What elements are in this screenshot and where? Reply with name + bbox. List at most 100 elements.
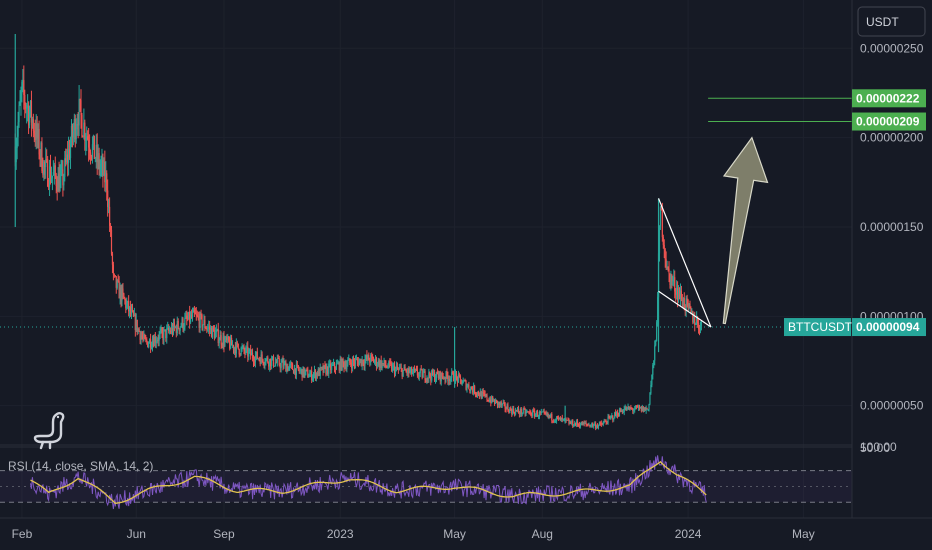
candle-body [188, 311, 190, 320]
candle-body [461, 383, 463, 385]
candle-body [532, 410, 534, 416]
candle-body [632, 408, 634, 411]
candle-body [443, 378, 445, 379]
candle-body [323, 365, 325, 373]
candle-body [495, 399, 498, 401]
candle-body [630, 407, 632, 409]
candle-body [363, 363, 365, 366]
candle-body [425, 380, 427, 381]
candle-body [161, 329, 163, 333]
candle-body [320, 367, 322, 369]
candle-body [225, 336, 227, 341]
candle-body [113, 274, 115, 276]
time-tick-label: Aug [532, 527, 553, 541]
candle-body [503, 402, 505, 404]
candle-body [617, 415, 620, 417]
candle-body [280, 362, 282, 369]
candle-body [80, 100, 82, 116]
candle-body [639, 406, 642, 408]
candle-body [669, 273, 671, 286]
currency-button[interactable]: USDT [857, 6, 926, 37]
candle-body [371, 355, 373, 357]
candle-body [543, 411, 545, 413]
candle-body [459, 375, 461, 380]
candle-body [645, 408, 647, 411]
candle-body [415, 369, 418, 371]
candle-body [57, 173, 59, 192]
candle-body [675, 291, 677, 295]
candle-body [453, 372, 455, 382]
candle-body [529, 411, 531, 413]
candle-body [593, 424, 595, 427]
candle-body [260, 354, 262, 364]
candle-body [173, 322, 176, 327]
candle-body [507, 405, 509, 411]
candle-body [407, 368, 409, 374]
candle-body [103, 161, 105, 176]
candle-body [359, 358, 361, 361]
candle-body [417, 375, 419, 377]
candle-body [573, 426, 575, 427]
candle-body [189, 311, 191, 323]
candle-body [263, 363, 265, 365]
candle-body [575, 422, 577, 425]
candle-body [619, 409, 622, 412]
candle-body [376, 365, 378, 367]
candle-body [93, 135, 95, 159]
candle-body [379, 360, 381, 368]
candle-body [168, 327, 170, 331]
candle-body [620, 410, 622, 412]
candle-body [128, 301, 130, 312]
candle-body [34, 132, 36, 141]
candle-body [358, 360, 360, 366]
candle-body [502, 402, 504, 404]
candle-body [50, 178, 53, 182]
candle-body [576, 421, 579, 425]
candle-body [321, 366, 323, 368]
candle-body [403, 367, 405, 371]
candle-body [230, 337, 233, 346]
candle-body [235, 342, 237, 354]
drawings [0, 97, 852, 328]
candle-body [266, 357, 268, 359]
candle-body [471, 386, 473, 390]
candle-body [337, 362, 339, 364]
candle-body [651, 374, 653, 385]
candle-body [498, 402, 500, 405]
candle-body [548, 415, 550, 417]
candle-body [89, 152, 92, 156]
time-axis[interactable]: Feb Jun Sep 2023 May Aug 2024 May [12, 527, 815, 541]
candle-body [373, 361, 376, 363]
candle-body [545, 413, 547, 415]
candle-body [70, 126, 73, 145]
candle-body [460, 379, 462, 385]
candle-body [339, 358, 341, 371]
candle-body [209, 326, 211, 330]
candle-body [177, 321, 179, 329]
candle-body [489, 399, 491, 402]
candle-body [605, 421, 607, 423]
candle-body [551, 414, 553, 421]
candle-body [149, 339, 152, 348]
candle-body [612, 415, 614, 420]
candle-body [347, 360, 349, 365]
candle-body [664, 249, 666, 260]
price-tick-label: 0.00000150 [860, 220, 924, 234]
candle-body [697, 318, 699, 324]
rsi-legend[interactable]: RSI (14, close, SMA, 14, 2) [8, 459, 153, 473]
candle-body [455, 373, 458, 377]
candle-body [436, 371, 439, 375]
candle-body [185, 315, 187, 319]
rsi-axis[interactable]: 100.0050.00 [860, 440, 897, 455]
candle-body [587, 424, 589, 426]
candle-body [530, 412, 532, 416]
time-tick-label: May [792, 527, 815, 541]
candle-body [19, 101, 21, 106]
candle-body [59, 175, 61, 192]
candle-body [394, 368, 397, 375]
candle-body [434, 378, 437, 381]
candle-body [105, 173, 107, 183]
candle-body [437, 374, 439, 378]
candle-body [227, 336, 229, 341]
